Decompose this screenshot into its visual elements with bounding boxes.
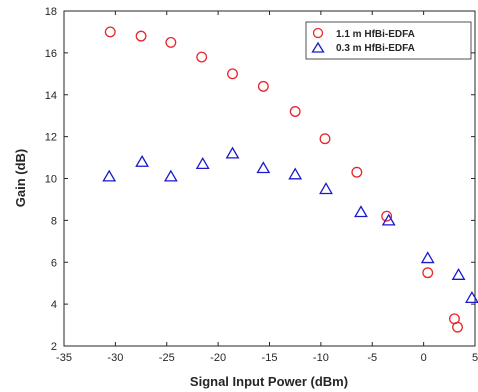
x-tick-label: -10 <box>313 352 329 364</box>
data-point-triangle <box>195 157 210 169</box>
data-point-circle <box>165 36 177 48</box>
legend-label-0.3m: 0.3 m HfBi-EDFA <box>336 43 415 54</box>
y-tick-label: 18 <box>45 6 57 18</box>
legend: 1.1 m HfBi-EDFA 0.3 m HfBi-EDFA <box>305 21 472 60</box>
series-1 <box>104 26 463 333</box>
data-point-circle <box>257 80 269 92</box>
data-point-circle <box>422 267 434 279</box>
data-point-circle <box>381 210 393 222</box>
data-point-circle <box>289 106 301 117</box>
x-tick-label: -35 <box>56 352 72 364</box>
y-tick-label: 16 <box>45 48 57 60</box>
data-point-triangle <box>319 182 333 195</box>
data-point-triangle <box>288 167 303 180</box>
x-tick-label: -25 <box>159 352 175 364</box>
data-point-circle <box>319 133 331 145</box>
series-2 <box>102 146 478 303</box>
data-point-triangle <box>163 169 178 182</box>
data-point-triangle <box>464 291 478 303</box>
x-tick-label: 5 <box>472 352 478 364</box>
x-tick-labels: -35 -30 -25 -20 -15 -10 -5 0 5 <box>56 352 478 364</box>
y-tick-label: 4 <box>51 299 57 311</box>
plot-area <box>63 10 476 347</box>
data-point-triangle <box>420 251 435 264</box>
legend-marker-1.1m <box>312 27 324 39</box>
data-point-circle <box>135 30 147 42</box>
x-tick-label: -20 <box>210 352 226 364</box>
legend-marker-0.3m <box>311 41 325 53</box>
data-point-triangle <box>381 213 396 226</box>
legend-box <box>305 21 472 60</box>
data-point-triangle <box>102 169 117 182</box>
data-point-triangle <box>451 268 466 280</box>
y-tick-label: 6 <box>51 257 57 269</box>
data-point-circle <box>452 321 463 333</box>
data-markers <box>102 26 478 333</box>
x-tick-label: -15 <box>262 352 278 364</box>
data-point-triangle <box>225 146 240 159</box>
y-tick-label: 12 <box>45 132 57 144</box>
y-tick-label: 2 <box>51 341 57 353</box>
data-point-circle <box>104 26 116 38</box>
x-tick-label: 0 <box>421 352 427 364</box>
x-tick-label: -5 <box>367 352 377 364</box>
axis-ticks <box>63 10 476 347</box>
y-tick-label: 14 <box>45 90 57 102</box>
data-point-triangle <box>135 154 150 167</box>
y-tick-label: 10 <box>45 174 57 186</box>
data-point-circle <box>351 166 363 178</box>
y-tick-labels: 2 4 6 8 10 12 14 16 18 <box>45 6 57 353</box>
data-point-triangle <box>256 161 271 174</box>
x-tick-label: -30 <box>107 352 123 364</box>
y-axis-label: Gain (dB) <box>13 149 28 208</box>
y-tick-label: 8 <box>51 215 57 227</box>
data-point-triangle <box>354 205 368 218</box>
data-point-circle <box>227 68 238 80</box>
data-point-circle <box>196 51 208 63</box>
legend-label-1.1m: 1.1 m HfBi-EDFA <box>336 29 415 40</box>
x-axis-label: Signal Input Power (dBm) <box>190 374 348 389</box>
